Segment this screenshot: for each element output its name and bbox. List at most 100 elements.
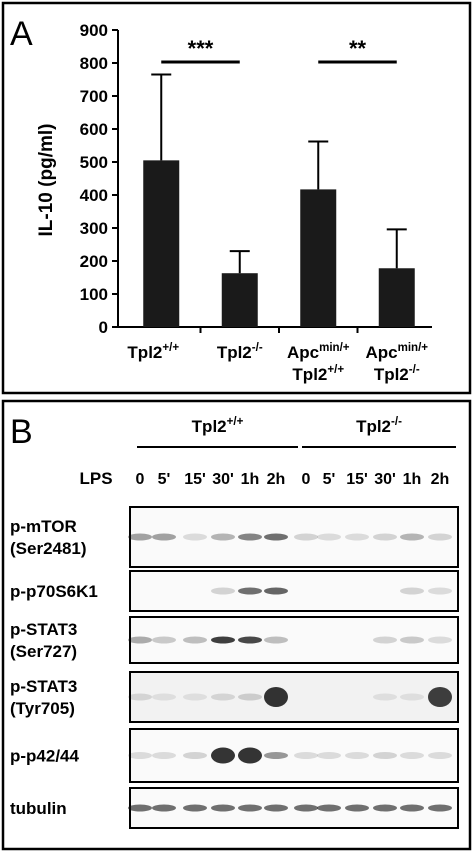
label-base: Tpl2 [356, 417, 391, 436]
blot-band [373, 636, 397, 644]
y-tick-label: 100 [80, 285, 108, 304]
label-sup: min/+ [319, 342, 350, 354]
blot-band [238, 747, 262, 764]
blot-band [183, 804, 207, 812]
blot-band [211, 636, 235, 644]
row-label: (Tyr705) [10, 699, 75, 718]
blot-band [400, 587, 424, 595]
blot-band [264, 587, 288, 595]
blot-band [428, 804, 452, 812]
label-base: Tpl2 [292, 365, 327, 384]
blot-band [428, 687, 452, 707]
error-bar [151, 73, 172, 161]
y-tick-label: 0 [99, 318, 108, 337]
y-tick-label: 600 [80, 120, 108, 139]
blot-band [264, 804, 288, 812]
label-base: Tpl2 [374, 365, 409, 384]
x-tick-label: Apcmin/+ [287, 342, 350, 362]
row-label: p-p42/44 [10, 747, 80, 766]
blot-band [211, 693, 235, 701]
blot-frame [129, 570, 459, 612]
label-sup: -/- [391, 416, 402, 428]
blot-band [317, 533, 341, 541]
blot-band [183, 752, 207, 759]
blot-band [183, 636, 207, 644]
blot-band [264, 687, 288, 707]
blot-band [238, 804, 262, 812]
blot-band [238, 533, 262, 541]
blot-band [345, 533, 369, 541]
blot-band [211, 533, 235, 541]
blot-band [183, 693, 207, 701]
blot-band [152, 636, 176, 644]
blot-band [238, 636, 262, 644]
blot-frame [129, 506, 459, 568]
bar [378, 268, 415, 327]
timepoint-label: 5' [323, 471, 336, 488]
blot-band [428, 752, 452, 759]
blot-band [317, 804, 341, 812]
blot-band [400, 752, 424, 759]
blot-band [211, 747, 235, 764]
error-bar [229, 250, 250, 274]
row-label: p-mTOR [10, 517, 77, 536]
timepoint-label: 30' [212, 471, 234, 488]
blot-band [128, 636, 152, 644]
label-sup: -/- [409, 364, 420, 376]
blot-band [264, 636, 288, 644]
bar [221, 273, 258, 327]
label-sup: min/+ [398, 342, 429, 354]
x-tick-label: Apcmin/+ [365, 342, 428, 362]
y-tick-label: 200 [80, 252, 108, 271]
blot-band [152, 804, 176, 812]
blot-band [294, 533, 318, 541]
row-label: (Ser727) [10, 642, 77, 661]
label-base: Apc [287, 343, 319, 362]
panel-a-frame [1, 1, 472, 395]
timepoint-label: 1h [403, 471, 422, 488]
label-base: Tpl2 [127, 343, 162, 362]
blot-frame [129, 671, 459, 723]
row-label: p-STAT3 [10, 620, 77, 639]
timepoint-label: 0 [136, 471, 145, 488]
label-base: Tpl2 [192, 417, 227, 436]
blot-band [152, 752, 176, 759]
timepoint-label: 2h [267, 471, 286, 488]
blot-band [294, 752, 318, 759]
blot-band [400, 636, 424, 644]
timepoint-label: 1h [241, 471, 260, 488]
blot-band [400, 533, 424, 541]
blot-band [294, 804, 318, 812]
blot-band [128, 752, 152, 759]
blot-band [428, 533, 452, 541]
x-tick-label: Tpl2+/+ [292, 364, 344, 384]
blot-band [373, 804, 397, 812]
panel-label: B [10, 413, 33, 451]
blot-band [152, 533, 176, 541]
x-tick-label: Tpl2+/+ [127, 342, 179, 362]
y-axis-label: IL-10 (pg/ml) [36, 124, 57, 237]
row-label: tubulin [10, 799, 67, 818]
blot-band [128, 693, 152, 701]
timepoint-label: 2h [431, 471, 450, 488]
label-base: Apc [365, 343, 397, 362]
blot-band [238, 693, 262, 701]
y-tick-label: 900 [80, 21, 108, 40]
label-sup: +/+ [327, 364, 344, 376]
blot-band [128, 804, 152, 812]
blot-band [373, 752, 397, 759]
error-bar [386, 228, 407, 269]
panel-b-frame [1, 399, 472, 851]
group-label: Tpl2+/+ [192, 416, 244, 436]
row-label: (Ser2481) [10, 539, 87, 558]
blot-band [211, 804, 235, 812]
bar [143, 160, 180, 327]
blot-band [373, 533, 397, 541]
y-tick-label: 400 [80, 186, 108, 205]
timepoint-label: 15' [184, 471, 206, 488]
y-tick-label: 500 [80, 153, 108, 172]
blot-band [183, 533, 207, 541]
blot-band [152, 693, 176, 701]
x-tick-label: Tpl2-/- [374, 364, 420, 384]
